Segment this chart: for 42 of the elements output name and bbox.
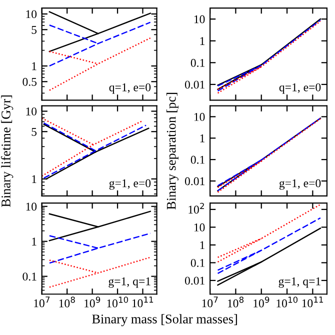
annotation: g=1, e=0 <box>109 179 151 190</box>
x-axis-title: Binary mass [Solar masses] <box>92 314 237 326</box>
y-tick-label: 0.01 <box>184 177 204 186</box>
annotation: q=1, e=0 <box>279 83 321 94</box>
y-tick-label: 10 <box>26 107 37 116</box>
y-tick-label: 0.1 <box>190 156 204 164</box>
y-tick-label: 1 <box>32 62 36 70</box>
y-tick-label: 1 <box>200 241 204 250</box>
y-tick-label: 0.1 <box>190 258 204 267</box>
y-tick-label: 0.01 <box>184 80 204 89</box>
x-tick-label: 10$^{7}$ <box>202 296 218 308</box>
y-tick-label: 10 <box>26 202 37 211</box>
x-tick-label: 10$^{10}$ <box>107 296 128 308</box>
x-tick-label: 10$^{7}$ <box>34 296 50 308</box>
y-tick-label: 5 <box>32 26 37 34</box>
y-tick-label: 1 <box>200 134 204 142</box>
y-tick-label: 10 <box>194 112 205 121</box>
y-tick-label: 1 <box>32 175 36 184</box>
annotation: q=1, e=0 <box>109 83 151 94</box>
x-tick-label: 10$^{11}$ <box>132 296 154 308</box>
y-tick-label: 0.5 <box>22 78 37 86</box>
y-axis-title: Binary lifetime [Gyr] <box>1 95 14 207</box>
y-tick-label: 5 <box>32 128 37 136</box>
y-tick-label: 1 <box>32 238 36 246</box>
y-tick-label: 0.1 <box>190 58 204 67</box>
y-axis-title: Binary separation [pc] <box>166 92 178 210</box>
y-tick-label: 10 <box>26 10 37 18</box>
x-tick-label: 10$^{9}$ <box>254 296 270 308</box>
y-tick-label: 10 <box>194 223 205 232</box>
annotation: g=1, e=0 <box>279 179 321 190</box>
x-tick-label: 10$^{11}$ <box>302 296 323 308</box>
annotation: g=1, q=1 <box>108 277 150 288</box>
x-tick-label: 10$^{10}$ <box>276 296 298 308</box>
y-tick-label: 10$^{2}$ <box>188 202 204 214</box>
x-tick-label: 10$^{8}$ <box>228 296 244 308</box>
y-tick-label: 0.01 <box>184 276 204 285</box>
x-tick-label: 10$^{9}$ <box>84 296 100 308</box>
y-tick-label: 0.1 <box>22 272 36 281</box>
y-tick-label: 10 <box>194 15 205 24</box>
x-tick-label: 10$^{8}$ <box>59 296 75 308</box>
y-tick-label: 1 <box>200 37 204 45</box>
annotation: g=1, q=1 <box>278 277 320 288</box>
